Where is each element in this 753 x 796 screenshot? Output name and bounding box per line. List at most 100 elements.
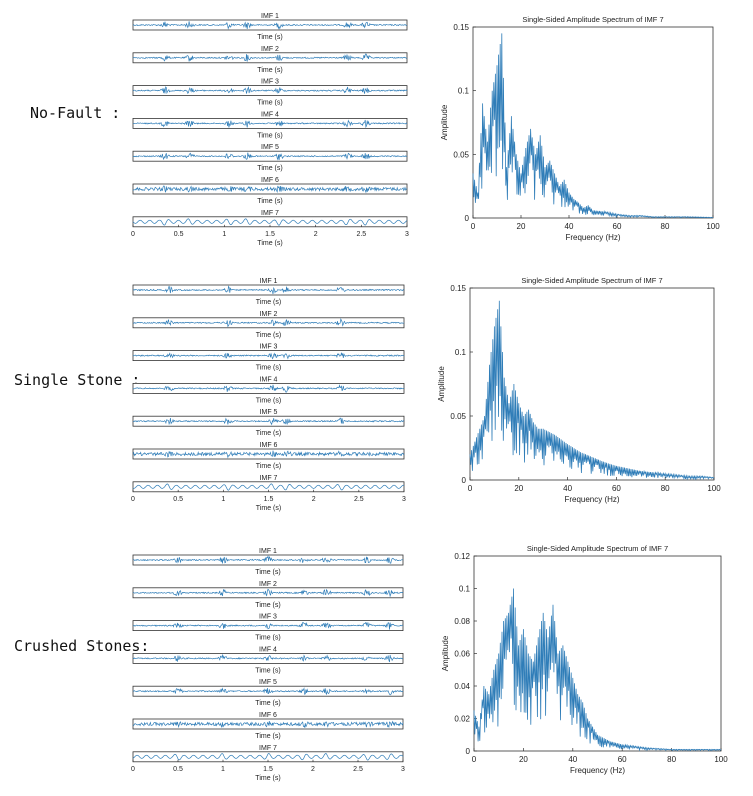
spectrum-xtick-label: 100 (706, 222, 720, 231)
imf-xtick-label: 2 (312, 496, 316, 503)
imf-xtick-label: 1 (221, 766, 225, 773)
imf-signal-line (132, 152, 408, 161)
imf-xlabel: Time (s) (257, 240, 282, 247)
row-label-no-fault: No-Fault : (30, 104, 121, 122)
row-label-single-stone: Single Stone : (14, 371, 141, 389)
imf-panel: IMF 5 Time (s) (132, 409, 405, 437)
imf-xtick-label: 2.5 (353, 766, 363, 773)
imf-signal-line (132, 450, 405, 459)
imf-title: IMF 6 (260, 442, 278, 449)
imf-panel: IMF 3 Time (s) (132, 614, 404, 642)
imf-xlabel: Time (s) (255, 733, 280, 740)
imf-xlabel: Time (s) (255, 602, 280, 609)
spectrum-ytick-label: 0 (462, 476, 467, 485)
imf-panel: IMF 7 (132, 210, 408, 228)
imf-panel: IMF 2 Time (s) (132, 46, 408, 74)
imf-signal-line (132, 53, 408, 62)
spectrum-title: Single-Sided Amplitude Spectrum of IMF 7 (522, 15, 663, 24)
imf-title: IMF 5 (259, 679, 277, 686)
imf-xlabel: Time (s) (256, 365, 281, 372)
spectrum-ytick-label: 0.05 (453, 150, 469, 159)
imf-xtick-label: 1.5 (263, 766, 273, 773)
spectrum-xtick-label: 20 (517, 222, 526, 231)
imf-xlabel: Time (s) (255, 635, 280, 642)
spectrum-xtick-label: 0 (468, 484, 473, 493)
imf-xlabel: Time (s) (255, 667, 280, 674)
imf-signal-line (132, 687, 404, 696)
imf-xtick-label: 0.5 (173, 766, 183, 773)
spectrum-xtick-label: 0 (472, 755, 477, 764)
spectrum-xtick-label: 40 (568, 755, 577, 764)
imf-xlabel: Time (s) (256, 332, 281, 339)
spectrum-xtick-label: 40 (563, 484, 572, 493)
imf-axes-box (132, 587, 404, 599)
imf-xlabel: Time (s) (256, 505, 281, 512)
imf-title: IMF 1 (260, 278, 278, 285)
imf-signal-line (132, 653, 404, 663)
imf-signal-line (132, 753, 404, 761)
imf-signal-line (133, 285, 405, 295)
imf-signal-line (132, 621, 404, 630)
spectrum-xtick-label: 60 (612, 484, 621, 493)
spectrum-xtick-label: 40 (565, 222, 574, 231)
imf-panel: IMF 7 (132, 475, 405, 493)
imf-title: IMF 2 (261, 46, 279, 53)
imf-panel: IMF 7 (132, 745, 404, 763)
imf-xlabel: Time (s) (255, 700, 280, 707)
spectrum-ytick-label: 0.05 (450, 412, 466, 421)
imf-xtick-label: 1.5 (265, 231, 275, 238)
imf-xlabel: Time (s) (256, 397, 281, 404)
spectrum-xtick-label: 60 (618, 755, 627, 764)
imf-title: IMF 5 (261, 144, 279, 151)
imf-signal-line (132, 317, 405, 328)
spectrum-chart: Single-Sided Amplitude Spectrum of IMF 7… (437, 276, 721, 504)
spectrum-ytick-label: 0.06 (454, 650, 470, 659)
imf-title: IMF 7 (259, 745, 277, 752)
imf-panel: IMF 4 Time (s) (132, 376, 405, 404)
spectrum-chart: Single-Sided Amplitude Spectrum of IMF 7… (440, 15, 720, 242)
spectrum-xtick-label: 20 (519, 755, 528, 764)
imf-xlabel: Time (s) (256, 463, 281, 470)
imf-title: IMF 6 (261, 177, 279, 184)
imf-panel: IMF 2 Time (s) (132, 311, 405, 339)
imf-xtick-label: 2 (311, 766, 315, 773)
imf-title: IMF 2 (259, 581, 277, 588)
spectrum-xtick-label: 80 (661, 484, 670, 493)
spectrum-title: Single-Sided Amplitude Spectrum of IMF 7 (527, 544, 668, 553)
spectrum-chart: Single-Sided Amplitude Spectrum of IMF 7… (441, 544, 728, 775)
imf-title: IMF 1 (261, 13, 279, 20)
spectrum-ytick-label: 0.08 (454, 617, 470, 626)
imf-xtick-label: 2.5 (356, 231, 366, 238)
imf-xtick-label: 0 (131, 231, 135, 238)
imf-title: IMF 7 (260, 475, 278, 482)
imf-xtick-label: 2.5 (354, 496, 364, 503)
imf-xlabel: Time (s) (257, 132, 282, 139)
imf-signal-line (132, 185, 408, 194)
spectrum-ytick-label: 0 (466, 747, 471, 756)
imf-signal-line (132, 554, 404, 564)
imf-panel: IMF 5 Time (s) (132, 144, 408, 172)
spectrum-ytick-label: 0.12 (454, 552, 470, 561)
imf-xlabel: Time (s) (257, 165, 282, 172)
spectrum-ylabel: Amplitude (441, 635, 450, 671)
imf-title: IMF 3 (260, 344, 278, 351)
imf-panel: IMF 1 Time (s) (132, 548, 404, 576)
imf-xlabel: Time (s) (257, 100, 282, 107)
imf-xlabel: Time (s) (256, 299, 281, 306)
imf-xlabel: Time (s) (256, 430, 281, 437)
spectrum-series-line (473, 588, 722, 752)
imf-xlabel: Time (s) (255, 569, 280, 576)
imf-signal-line (132, 21, 408, 30)
imf-title: IMF 4 (260, 376, 278, 383)
imf-panel: IMF 1 Time (s) (132, 13, 408, 41)
imf-panel: IMF 5 Time (s) (132, 679, 404, 707)
imf-signal-line (132, 483, 405, 491)
imf-title: IMF 5 (260, 409, 278, 416)
imf-signal-line (132, 86, 408, 95)
imf-signal-line (132, 720, 404, 729)
spectrum-axes-box (469, 287, 715, 481)
imf-title: IMF 4 (259, 646, 277, 653)
